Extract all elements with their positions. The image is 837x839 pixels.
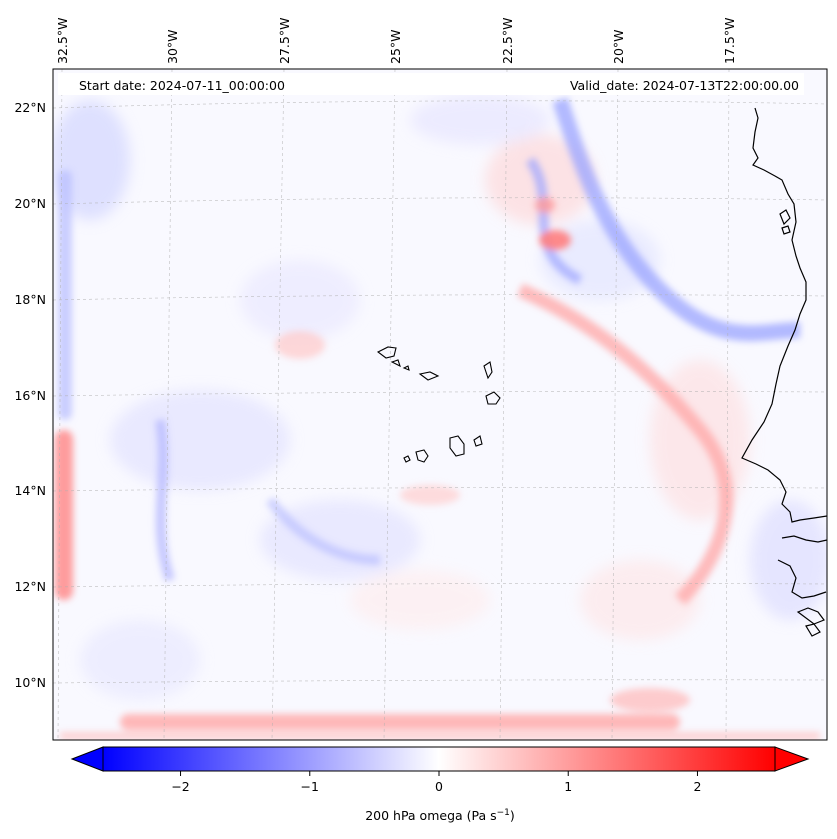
colorbar-ticks: −2 −1 0 1 2 xyxy=(171,771,701,794)
lon-label: 17.5°W xyxy=(722,18,737,64)
colorbar-tick-label: 0 xyxy=(435,779,443,794)
graticule xyxy=(53,69,827,740)
colorbar-tick-label: −2 xyxy=(171,779,189,794)
lat-label: 22°N xyxy=(14,100,46,115)
lon-label: 25°W xyxy=(388,29,403,64)
lon-label: 27.5°W xyxy=(277,18,292,64)
title-strip xyxy=(58,73,804,95)
colorbar-extend-low xyxy=(70,746,104,772)
gambia-inlet xyxy=(781,535,827,543)
colorbar-tick-label: −1 xyxy=(301,779,319,794)
lat-labels: 22°N 20°N 18°N 16°N 14°N 12°N 10°N xyxy=(14,100,46,690)
cape-verde-islands xyxy=(376,346,501,463)
lon-label: 20°W xyxy=(611,29,626,64)
lon-label: 30°W xyxy=(165,29,180,64)
lat-label: 14°N xyxy=(14,483,46,498)
map-panel: Start date: 2024-07-11_00:00:00 Valid_da… xyxy=(52,68,828,741)
lat-label: 18°N xyxy=(14,292,46,307)
colorbar-label: 200 hPa omega (Pa s−1) xyxy=(365,808,515,823)
lat-label: 16°N xyxy=(14,388,46,403)
colorbar-tick-label: 1 xyxy=(564,779,572,794)
omega-field xyxy=(53,95,827,740)
lat-label: 10°N xyxy=(14,675,46,690)
colorbar: −2 −1 0 1 2 200 hPa omega (Pa s−1) xyxy=(70,746,810,823)
guinea-islands xyxy=(796,607,825,625)
lat-label: 20°N xyxy=(14,196,46,211)
coastline xyxy=(741,107,827,637)
lon-label: 32.5°W xyxy=(55,18,70,64)
guinea-coast xyxy=(777,559,827,599)
valid-date: Valid_date: 2024-07-13T22:00:00.00 xyxy=(570,78,799,93)
africa-coast xyxy=(741,107,827,523)
colorbar-body xyxy=(102,746,776,772)
start-date: Start date: 2024-07-11_00:00:00 xyxy=(79,78,285,93)
colorbar-tick-label: 2 xyxy=(693,779,701,794)
colorbar-extend-high xyxy=(774,746,810,772)
lon-label: 22.5°W xyxy=(500,18,515,64)
map-frame xyxy=(52,68,828,741)
lat-label: 12°N xyxy=(14,579,46,594)
omega-field-bands xyxy=(55,97,820,740)
lon-labels: 32.5°W 30°W 27.5°W 25°W 22.5°W 20°W 17.5… xyxy=(55,18,737,64)
